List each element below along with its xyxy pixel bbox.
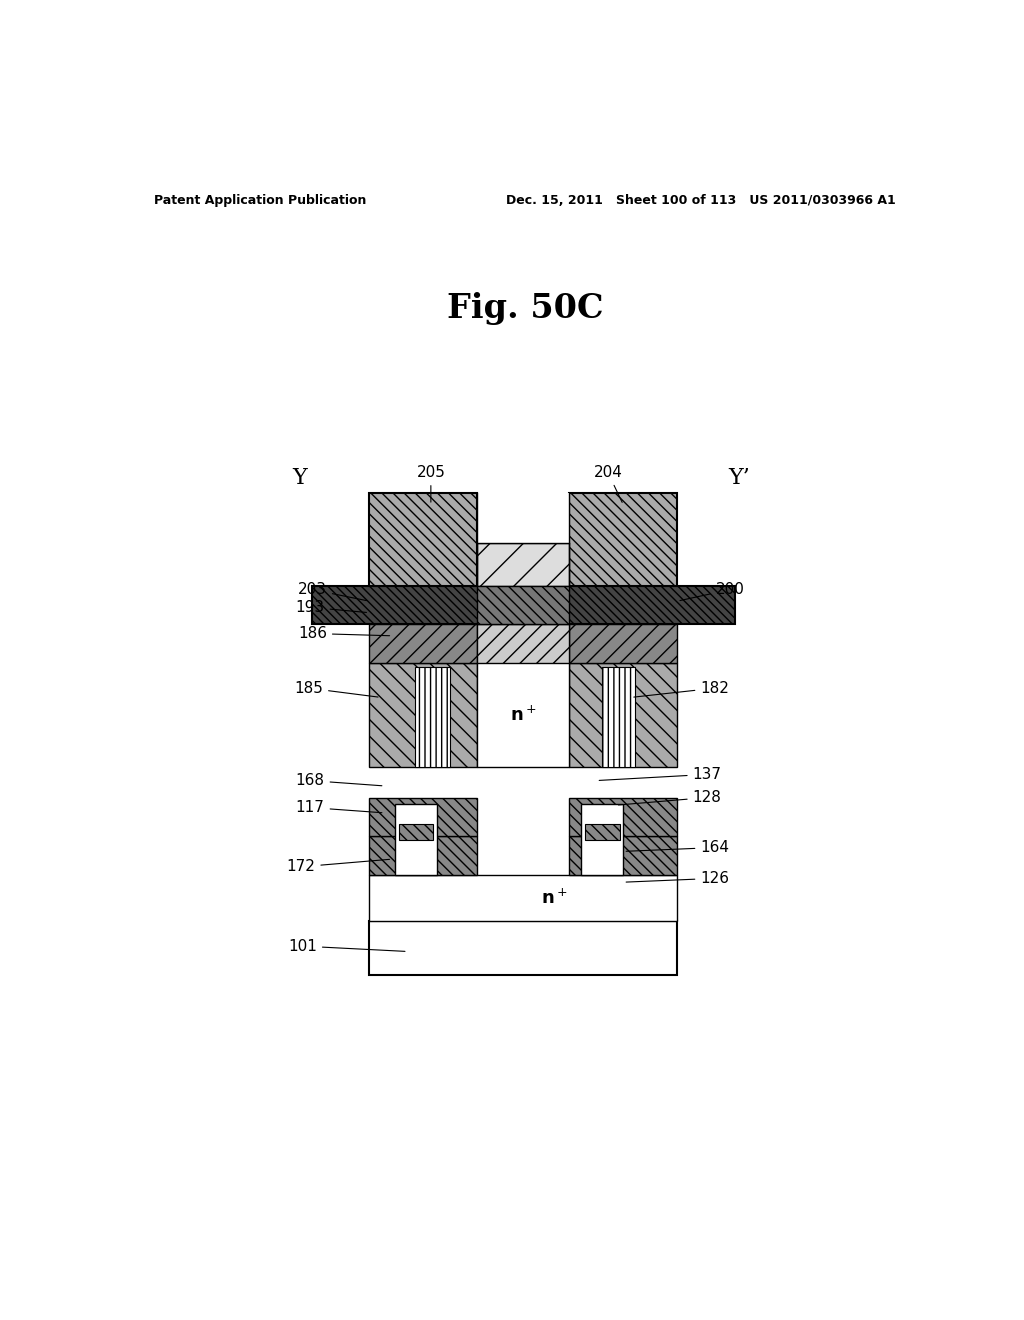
- Bar: [477, 494, 569, 544]
- Text: 126: 126: [626, 871, 729, 886]
- Bar: [477, 624, 569, 767]
- Text: 128: 128: [618, 789, 722, 805]
- Text: 168: 168: [296, 774, 382, 788]
- Bar: [569, 836, 677, 874]
- Text: n$^+$: n$^+$: [541, 888, 567, 907]
- Bar: [569, 624, 677, 663]
- Bar: [569, 797, 677, 836]
- Bar: [602, 667, 635, 767]
- Bar: [311, 586, 735, 624]
- Bar: [581, 804, 624, 874]
- Bar: [477, 544, 569, 586]
- Bar: [398, 825, 433, 840]
- Bar: [581, 804, 624, 874]
- Text: 203: 203: [298, 582, 367, 601]
- Text: Y: Y: [293, 467, 307, 488]
- Text: 182: 182: [634, 681, 729, 697]
- Bar: [370, 836, 477, 874]
- Text: 101: 101: [288, 939, 404, 953]
- Bar: [370, 624, 477, 663]
- Text: Patent Application Publication: Patent Application Publication: [154, 194, 366, 207]
- Text: Fig. 50C: Fig. 50C: [446, 292, 603, 325]
- Bar: [370, 921, 677, 974]
- Bar: [370, 663, 477, 767]
- Bar: [569, 663, 677, 767]
- Text: 186: 186: [298, 626, 389, 642]
- Text: Dec. 15, 2011   Sheet 100 of 113   US 2011/0303966 A1: Dec. 15, 2011 Sheet 100 of 113 US 2011/0…: [506, 194, 896, 207]
- Text: 172: 172: [287, 859, 389, 874]
- Text: n$^+$: n$^+$: [510, 705, 537, 725]
- Text: 204: 204: [594, 465, 623, 503]
- Bar: [477, 586, 569, 624]
- Bar: [477, 624, 569, 663]
- Bar: [394, 804, 437, 874]
- Bar: [585, 825, 620, 840]
- Text: 193: 193: [296, 599, 367, 615]
- Bar: [370, 797, 477, 836]
- Text: 164: 164: [626, 840, 729, 855]
- Bar: [416, 667, 451, 767]
- Text: Y’: Y’: [728, 467, 750, 488]
- Text: 185: 185: [294, 681, 378, 697]
- Bar: [394, 804, 437, 874]
- Bar: [370, 874, 677, 921]
- Text: 200: 200: [680, 582, 744, 601]
- Text: 117: 117: [296, 800, 382, 814]
- Bar: [569, 494, 677, 586]
- Bar: [370, 494, 477, 586]
- Text: 205: 205: [417, 465, 445, 502]
- Text: 137: 137: [599, 767, 722, 781]
